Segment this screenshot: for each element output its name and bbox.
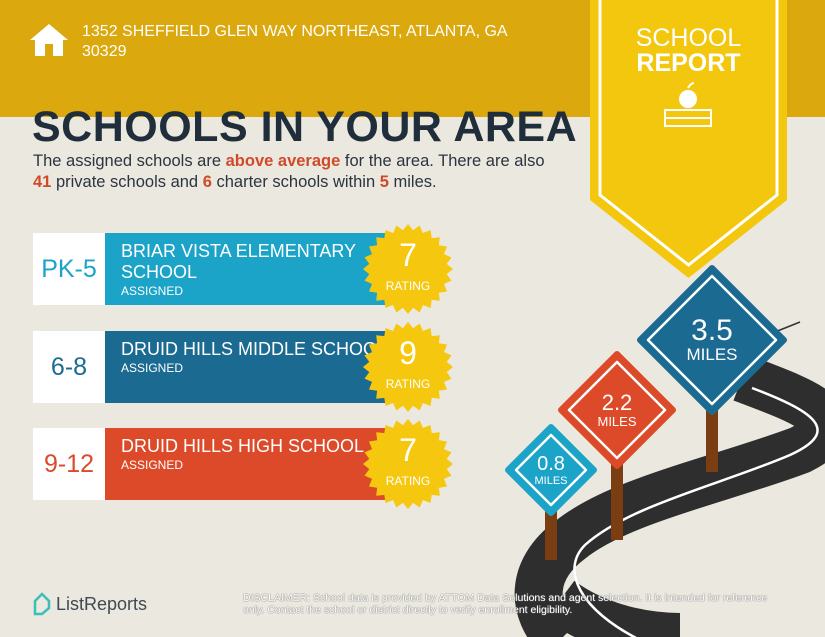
school-name: BRIAR VISTA ELEMENTARY SCHOOL	[121, 241, 356, 282]
intro-text: The assigned schools are above average f…	[33, 152, 545, 191]
school-row: 6-8 DRUID HILLS MIDDLE SCHOOL ASSIGNED 9…	[33, 322, 463, 412]
road	[514, 355, 825, 637]
logo-icon	[33, 592, 51, 616]
rating-value: 7	[399, 432, 417, 468]
disclaimer: DISCLAIMER: School data is provided by A…	[243, 592, 768, 616]
distance-sign: 2.2 MILES	[558, 351, 676, 540]
school-bar: BRIAR VISTA ELEMENTARY SCHOOL ASSIGNED	[105, 233, 395, 305]
school-report-badge	[590, 0, 787, 278]
school-name: DRUID HILLS HIGH SCHOOL	[121, 436, 365, 456]
school-bar: DRUID HILLS HIGH SCHOOL ASSIGNED	[105, 428, 395, 500]
grade-level: 6-8	[33, 331, 105, 403]
road-center-line	[573, 386, 819, 637]
sign-unit: MILES	[597, 414, 636, 429]
rating-label: RATING	[385, 377, 431, 391]
rating-label: RATING	[385, 279, 431, 293]
school-status: ASSIGNED	[121, 284, 184, 298]
rating-label: RATING	[385, 474, 431, 488]
sign-unit: MILES	[686, 345, 737, 364]
rating-value: 9	[399, 335, 417, 371]
school-row: PK-5 BRIAR VISTA ELEMENTARY SCHOOL ASSIG…	[33, 224, 463, 314]
sign-distance: 3.5	[691, 314, 733, 347]
distance-sign: 3.5 MILES	[637, 265, 787, 472]
grade-level: 9-12	[33, 428, 105, 500]
school-name: DRUID HILLS MIDDLE SCHOOL	[121, 339, 388, 359]
school-bar: DRUID HILLS MIDDLE SCHOOL ASSIGNED	[105, 331, 395, 403]
rating-value: 7	[399, 237, 417, 273]
apple-books-icon	[664, 82, 712, 127]
badge-text: SCHOOL REPORT	[635, 24, 742, 77]
house-icon	[30, 24, 68, 56]
sign-unit: MILES	[534, 475, 567, 487]
page-title: SCHOOLS IN YOUR AREA	[32, 103, 578, 151]
school-status: ASSIGNED	[121, 361, 184, 375]
address: 1352 SHEFFIELD GLEN WAY NORTHEAST, ATLAN…	[82, 23, 508, 60]
school-status: ASSIGNED	[121, 458, 184, 472]
sign-distance: 0.8	[537, 453, 565, 475]
grade-level: PK-5	[33, 233, 105, 305]
rating-seal-icon	[363, 322, 453, 412]
rating-seal-icon	[363, 419, 453, 509]
listreports-logo: ListReports	[32, 592, 147, 616]
rating-seal-icon	[363, 224, 453, 314]
distance-sign: 0.8 MILES	[505, 424, 597, 560]
sign-distance: 2.2	[602, 390, 633, 415]
school-row: 9-12 DRUID HILLS HIGH SCHOOL ASSIGNED 7 …	[33, 419, 463, 509]
